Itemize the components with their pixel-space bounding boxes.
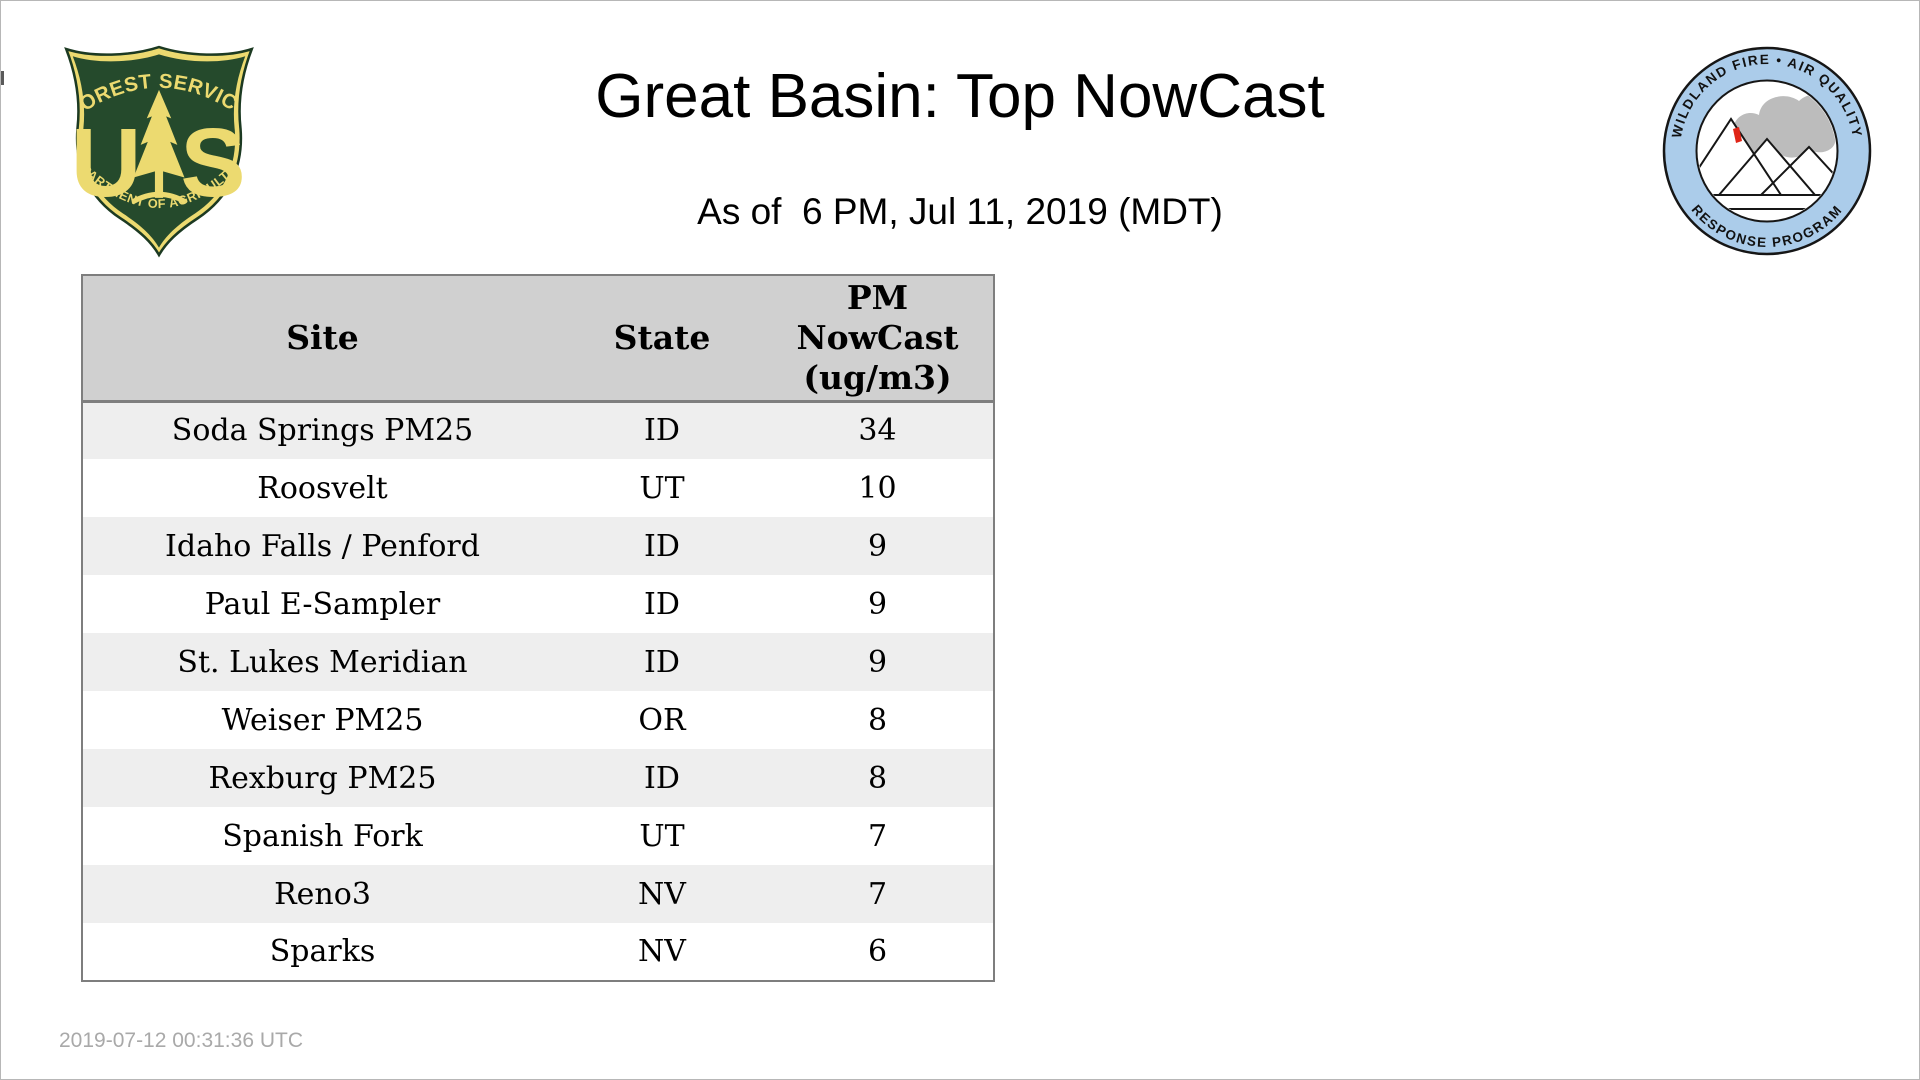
nowcast-table: Site State PM NowCast (ug/m3) Soda Sprin… (81, 274, 995, 982)
table-row: Spanish Fork UT 7 (82, 807, 994, 865)
table-row: Paul E-Sampler ID 9 (82, 575, 994, 633)
page-subtitle: As of 6 PM, Jul 11, 2019 (MDT) (697, 191, 1223, 232)
state-cell: ID (644, 528, 680, 564)
site-cell: Weiser PM25 (221, 702, 424, 738)
pm-value-cell: 7 (867, 876, 888, 912)
pm-value-cell: 9 (867, 528, 888, 564)
site-cell: Idaho Falls / Penford (165, 528, 480, 564)
generated-timestamp: 2019-07-12 00:31:36 UTC (59, 1029, 303, 1052)
site-cell: Spanish Fork (222, 818, 423, 854)
table-row: Idaho Falls / Penford ID 9 (82, 517, 994, 575)
site-cell: Sparks (269, 934, 376, 969)
pm-header-line1: PM (846, 277, 909, 317)
flame-icon (1733, 127, 1742, 143)
pm-value-cell: 10 (858, 470, 897, 506)
table-header: Site State PM NowCast (ug/m3) (82, 275, 994, 403)
forest-service-logo-icon: FOREST SERVICE DEPARTMENT OF AGRICULTURE… (57, 43, 254, 258)
pm-value-cell: 34 (858, 413, 897, 449)
pm-value-cell: 9 (867, 586, 888, 622)
pm-value-cell: 9 (867, 644, 888, 680)
pm-value-cell: 6 (867, 934, 888, 969)
wildland-fire-air-quality-logo-icon: WILDLAND FIRE • AIR QUALITY RESPONSE PRO… (1662, 46, 1872, 256)
pine-tree-base (131, 191, 187, 205)
column-header-state: State (562, 275, 762, 403)
table-row: Soda Springs PM25 ID 34 (82, 401, 994, 459)
state-cell: UT (639, 470, 685, 506)
state-cell: ID (644, 413, 680, 449)
table-row: Rexburg PM25 ID 8 (82, 749, 994, 807)
window-edge-artifact (1, 71, 4, 85)
site-cell: Reno3 (274, 876, 371, 912)
site-cell: Rexburg PM25 (208, 760, 437, 796)
site-cell: St. Lukes Meridian (177, 644, 468, 680)
usfs-letter-u: U (71, 107, 142, 217)
pine-tree-icon (133, 89, 185, 198)
pm-value-cell: 7 (867, 818, 888, 854)
column-header-pm-nowcast: PM NowCast (ug/m3) (762, 275, 994, 403)
column-header-site: Site (82, 275, 562, 403)
pm-value-cell: 8 (867, 760, 888, 796)
page-title: Great Basin: Top NowCast (595, 62, 1325, 131)
state-cell: ID (644, 760, 680, 796)
table-row: Sparks NV 6 (82, 923, 994, 981)
table-row: Roosvelt UT 10 (82, 459, 994, 517)
state-cell: UT (639, 818, 685, 854)
state-cell: ID (644, 586, 680, 622)
state-cell: NV (638, 876, 686, 912)
pm-header-line2: NowCast (796, 317, 959, 357)
usfs-letter-s: S (180, 107, 245, 217)
table-row: Reno3 NV 7 (82, 865, 994, 923)
state-cell: OR (638, 702, 686, 738)
table-row: St. Lukes Meridian ID 9 (82, 633, 994, 691)
site-cell: Soda Springs PM25 (171, 413, 474, 449)
smoke-icon (1732, 94, 1836, 158)
state-cell: ID (644, 644, 680, 680)
table-row: Weiser PM25 OR 8 (82, 691, 994, 749)
table-header-row: Site State PM NowCast (ug/m3) (82, 275, 994, 403)
pm-header-line3: (ug/m3) (803, 357, 952, 397)
site-cell: Paul E-Sampler (204, 586, 441, 622)
site-cell: Roosvelt (257, 470, 388, 506)
state-cell: NV (638, 934, 686, 969)
pm-value-cell: 8 (867, 702, 888, 738)
